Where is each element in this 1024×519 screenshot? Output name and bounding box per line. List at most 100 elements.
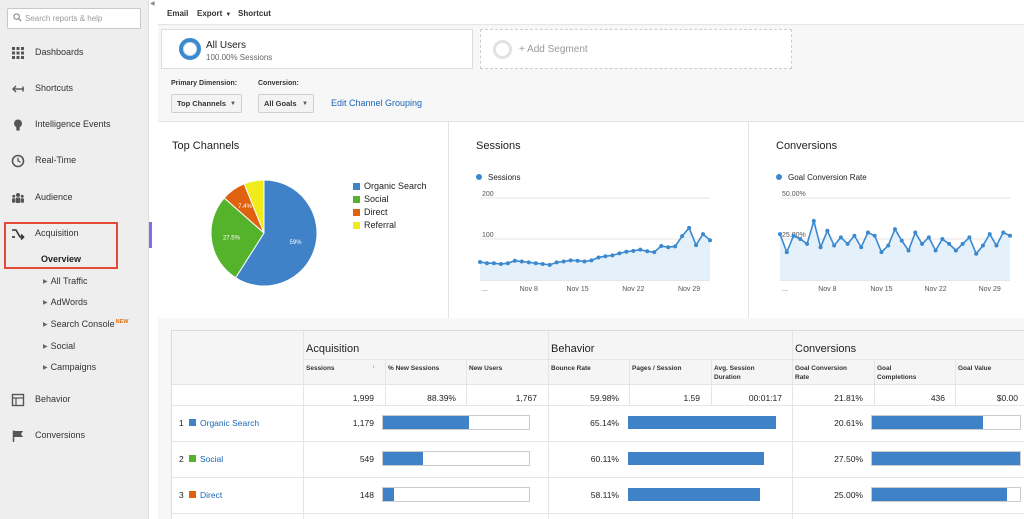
data-point[interactable] (825, 228, 830, 233)
data-point[interactable] (575, 258, 580, 263)
data-point[interactable] (953, 248, 958, 253)
data-point[interactable] (631, 248, 636, 253)
data-point[interactable] (505, 261, 510, 266)
data-point[interactable] (805, 241, 810, 246)
col-new-users[interactable]: New Users (469, 365, 503, 372)
data-point[interactable] (547, 262, 552, 267)
email-button[interactable]: Email (167, 9, 189, 18)
data-point[interactable] (582, 259, 587, 264)
nav-audience[interactable]: Audience (0, 187, 149, 209)
data-point[interactable] (872, 233, 877, 238)
edit-channel-grouping-link[interactable]: Edit Channel Grouping (331, 98, 423, 108)
data-point[interactable] (1008, 233, 1012, 238)
channel-link[interactable]: Social (200, 454, 224, 464)
data-point[interactable] (791, 233, 796, 238)
data-point[interactable] (701, 232, 706, 237)
data-point[interactable] (879, 250, 884, 255)
pie-slice-referral[interactable] (243, 179, 265, 234)
pie-slice-organic-search[interactable] (234, 179, 318, 287)
data-point[interactable] (652, 250, 657, 255)
data-point[interactable] (673, 244, 678, 249)
data-point[interactable] (596, 255, 601, 260)
data-point[interactable] (818, 245, 823, 250)
nav-real-time[interactable]: Real-Time (0, 150, 149, 172)
data-point[interactable] (859, 245, 864, 250)
data-point[interactable] (865, 230, 870, 235)
primary-dimension-select[interactable]: Top Channels ▼ (171, 94, 242, 113)
data-point[interactable] (994, 243, 999, 248)
data-point[interactable] (526, 260, 531, 265)
data-point[interactable] (540, 262, 545, 267)
data-point[interactable] (666, 245, 671, 250)
add-segment-button[interactable]: + Add Segment (480, 29, 792, 69)
data-point[interactable] (784, 250, 789, 255)
data-point[interactable] (561, 259, 566, 264)
data-point[interactable] (893, 227, 897, 232)
col-pages-session[interactable]: Pages / Session (632, 365, 682, 372)
data-point[interactable] (638, 247, 643, 252)
data-point[interactable] (886, 243, 891, 248)
data-point[interactable] (778, 232, 782, 237)
channel-link[interactable]: Direct (200, 490, 223, 500)
sort-desc-icon[interactable]: ↓ (372, 364, 375, 370)
segment-all-users[interactable]: All Users 100.00% Sessions (161, 29, 473, 69)
data-point[interactable] (798, 237, 803, 241)
data-point[interactable] (645, 249, 650, 254)
data-point[interactable] (708, 238, 712, 243)
data-point[interactable] (589, 258, 594, 263)
data-point[interactable] (680, 234, 685, 239)
data-point[interactable] (838, 235, 843, 240)
data-point[interactable] (960, 241, 965, 246)
nav-adwords[interactable]: ▶ AdWords (43, 297, 87, 307)
data-point[interactable] (987, 232, 992, 237)
data-point[interactable] (533, 261, 538, 266)
col-sessions[interactable]: Sessions (306, 364, 335, 373)
data-point[interactable] (933, 248, 938, 253)
data-point[interactable] (906, 248, 911, 253)
data-point[interactable] (974, 251, 979, 256)
col-goal-conversion-rate[interactable]: Goal Conversion Rate (795, 365, 848, 381)
data-point[interactable] (617, 251, 622, 256)
data-point[interactable] (920, 241, 925, 246)
data-point[interactable] (926, 235, 931, 240)
data-point[interactable] (980, 243, 985, 248)
data-point[interactable] (852, 233, 857, 238)
nav-intelligence-events[interactable]: Intelligence Events (0, 114, 149, 136)
channel-link[interactable]: Organic Search (200, 418, 260, 428)
data-point[interactable] (491, 261, 496, 266)
search-box[interactable] (7, 8, 141, 29)
search-input[interactable] (25, 11, 137, 26)
data-point[interactable] (498, 262, 503, 267)
nav-shortcuts[interactable]: Shortcuts (0, 78, 149, 100)
data-point[interactable] (554, 260, 559, 265)
data-point[interactable] (832, 243, 837, 248)
data-point[interactable] (1001, 230, 1006, 235)
data-point[interactable] (519, 259, 524, 264)
pie-slice-social[interactable] (210, 197, 265, 279)
data-point[interactable] (811, 218, 816, 223)
col-goal-value[interactable]: Goal Value (958, 365, 992, 372)
data-point[interactable] (659, 243, 664, 248)
data-point[interactable] (940, 237, 945, 241)
data-point[interactable] (484, 261, 489, 266)
export-button[interactable]: Export ▼ (197, 9, 231, 18)
conversion-select[interactable]: All Goals ▼ (258, 94, 314, 113)
data-point[interactable] (845, 241, 850, 246)
data-point[interactable] (694, 243, 699, 248)
data-point[interactable] (899, 238, 904, 243)
nav-acquisition-overview[interactable]: Overview (41, 254, 82, 264)
nav-all-traffic[interactable]: ▶ All Traffic (43, 276, 87, 286)
data-point[interactable] (568, 258, 573, 263)
shortcut-button[interactable]: Shortcut (238, 9, 271, 18)
data-point[interactable] (603, 254, 608, 259)
nav-dashboards[interactable]: Dashboards (0, 42, 149, 64)
nav-campaigns[interactable]: ▶ Campaigns (43, 362, 96, 372)
nav-behavior[interactable]: Behavior (0, 389, 149, 411)
collapse-sidebar-icon[interactable]: ◀ (150, 1, 155, 7)
data-point[interactable] (967, 235, 972, 240)
nav-acquisition[interactable]: Acquisition (0, 223, 149, 245)
nav-social[interactable]: ▶ Social (43, 341, 75, 351)
data-point[interactable] (947, 241, 952, 246)
data-point[interactable] (478, 259, 482, 264)
col-bounce-rate[interactable]: Bounce Rate (551, 365, 591, 372)
